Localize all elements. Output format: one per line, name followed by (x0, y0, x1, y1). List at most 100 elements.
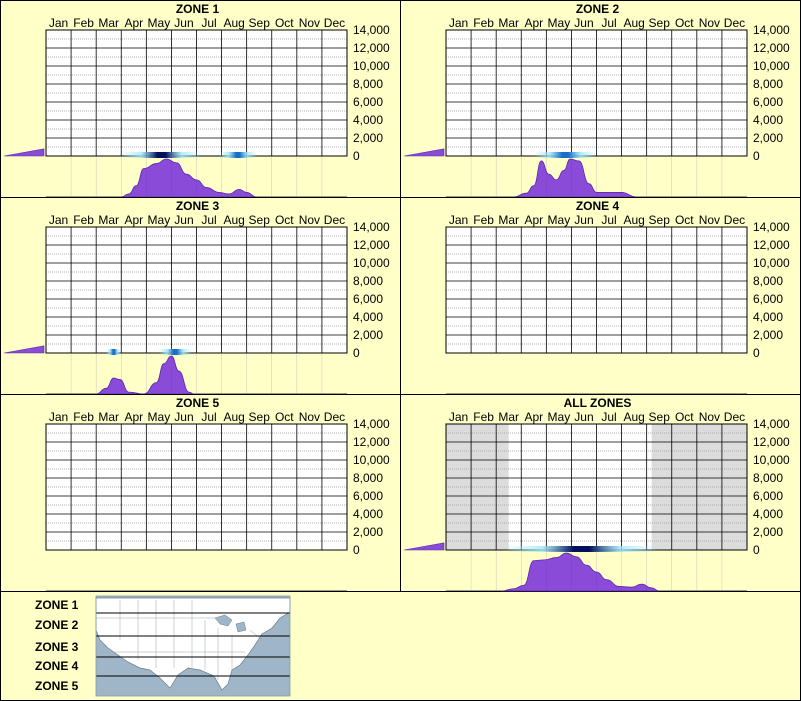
month-label-may: May (548, 410, 571, 424)
month-label-may: May (148, 16, 171, 30)
month-label-jul: Jul (601, 410, 616, 424)
seasonal-density-area (96, 355, 195, 395)
month-label-jan: Jan (449, 410, 468, 424)
y-tick-label: 14,000 (353, 23, 390, 37)
y-tick-label: 8,000 (353, 274, 383, 288)
panel-zone-4: ZONE 4 Jan Feb Mar Apr May Jun Jul Aug Sep Oct Nov D… (400, 197, 801, 395)
y-tick-label: 2,000 (753, 525, 783, 539)
month-label-may: May (148, 410, 171, 424)
y-tick-label: 4,000 (353, 310, 383, 324)
y-tick-label: 14,000 (353, 220, 390, 234)
y-tick-label: 10,000 (753, 256, 790, 270)
month-label-mar: Mar (98, 410, 119, 424)
y-tick-label: 4,000 (353, 113, 383, 127)
y-tick-label: 4,000 (753, 310, 783, 324)
month-label-nov: Nov (299, 16, 320, 30)
month-label-jul: Jul (601, 213, 616, 227)
month-label-jun: Jun (574, 16, 593, 30)
month-label-feb: Feb (73, 16, 94, 30)
y-tick-label: 0 (753, 543, 760, 557)
winter-wedge (403, 148, 445, 157)
month-label-nov: Nov (299, 213, 320, 227)
panel-zone-2: ZONE 2 Jan Feb Mar Apr May Jun Jul Aug Sep Oct Nov D… (400, 0, 801, 198)
month-label-aug: Aug (623, 213, 644, 227)
y-tick-label: 10,000 (353, 59, 390, 73)
month-label-jun: Jun (574, 410, 593, 424)
panel-all-zones: ALL ZONES Jan Feb Mar Apr May Jun Jul Aug Sep Oct N… (400, 394, 801, 592)
y-tick-label: 12,000 (353, 238, 390, 252)
y-tick-label: 8,000 (753, 471, 783, 485)
month-label-oct: Oct (275, 410, 294, 424)
y-tick-label: 10,000 (753, 453, 790, 467)
y-tick-label: 6,000 (753, 489, 783, 503)
month-label-may: May (548, 213, 571, 227)
y-tick-label: 4,000 (753, 113, 783, 127)
month-label-aug: Aug (223, 213, 244, 227)
month-label-sep: Sep (649, 410, 671, 424)
panel-title: ZONE 4 (576, 199, 620, 213)
month-label-aug: Aug (623, 16, 644, 30)
panel-zone-5: ZONE 5 Jan Feb Mar Apr May Jun Jul Aug Sep Oct Nov D… (0, 394, 401, 592)
y-tick-label: 2,000 (753, 328, 783, 342)
month-label-sep: Sep (249, 410, 271, 424)
plot-frame (45, 423, 348, 551)
month-label-dec: Dec (324, 16, 345, 30)
winter-wedge (3, 148, 45, 157)
winter-wedge (403, 542, 445, 551)
y-tick-label: 0 (753, 149, 760, 163)
month-label-jul: Jul (201, 213, 216, 227)
panel-title: ZONE 5 (176, 396, 220, 410)
map-frame (95, 595, 291, 697)
y-tick-label: 8,000 (353, 77, 383, 91)
y-tick-label: 14,000 (353, 417, 390, 431)
y-tick-label: 8,000 (753, 77, 783, 91)
month-label-jun: Jun (174, 410, 193, 424)
month-label-oct: Oct (275, 213, 294, 227)
zone-map (95, 595, 291, 697)
y-tick-label: 14,000 (753, 220, 790, 234)
y-tick-label: 6,000 (753, 95, 783, 109)
y-tick-label: 14,000 (753, 23, 790, 37)
month-label-mar: Mar (98, 16, 119, 30)
legend-label-zone-4: ZONE 4 (35, 659, 79, 673)
y-tick-label: 8,000 (753, 274, 783, 288)
month-label-nov: Nov (699, 213, 720, 227)
legend-label-zone-1: ZONE 1 (35, 598, 79, 612)
month-label-jan: Jan (449, 16, 468, 30)
month-label-apr: Apr (124, 213, 143, 227)
shaded-range-1 (446, 424, 509, 550)
zone-legend: ZONE 1 ZONE 2 ZONE 3 ZONE 4 ZONE 5 (35, 595, 291, 697)
y-tick-label: 14,000 (753, 417, 790, 431)
y-tick-label: 4,000 (753, 507, 783, 521)
panel-title: ZONE 3 (176, 199, 220, 213)
plot-frame (445, 29, 748, 157)
month-label-apr: Apr (124, 16, 143, 30)
month-label-jan: Jan (449, 213, 468, 227)
y-tick-label: 0 (353, 149, 360, 163)
month-label-jan: Jan (49, 16, 68, 30)
month-label-jan: Jan (49, 410, 68, 424)
month-label-feb: Feb (473, 213, 494, 227)
y-tick-label: 4,000 (353, 507, 383, 521)
month-label-may: May (148, 213, 171, 227)
legend-label-zone-5: ZONE 5 (35, 679, 79, 693)
activity-band-2 (158, 349, 192, 355)
month-label-nov: Nov (699, 410, 720, 424)
panel-title: ZONE 2 (576, 2, 620, 16)
month-label-jun: Jun (174, 16, 193, 30)
y-tick-label: 2,000 (353, 525, 383, 539)
month-label-sep: Sep (649, 213, 671, 227)
month-label-oct: Oct (675, 16, 694, 30)
y-tick-label: 12,000 (353, 41, 390, 55)
month-label-nov: Nov (299, 410, 320, 424)
month-label-aug: Aug (223, 16, 244, 30)
month-label-mar: Mar (498, 16, 519, 30)
month-label-dec: Dec (724, 410, 745, 424)
month-label-may: May (548, 16, 571, 30)
month-label-feb: Feb (473, 410, 494, 424)
month-label-apr: Apr (524, 213, 543, 227)
month-label-apr: Apr (524, 410, 543, 424)
seasonal-density-area (513, 158, 637, 198)
shaded-range-2 (651, 424, 747, 550)
